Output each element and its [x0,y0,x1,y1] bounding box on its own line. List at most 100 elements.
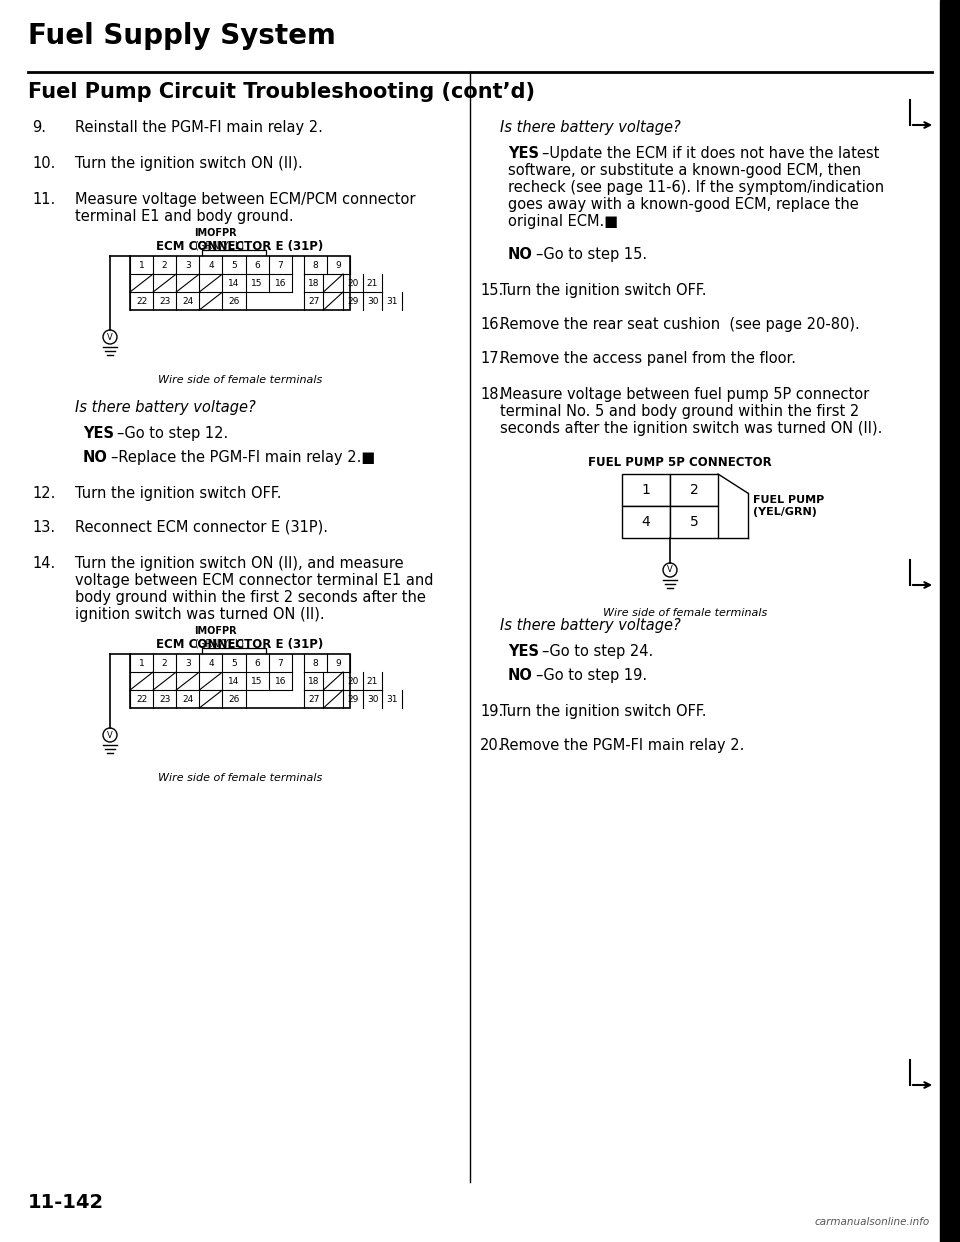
Text: 19.: 19. [480,704,503,719]
Text: 6: 6 [254,261,260,270]
Bar [670,505,718,538]
Text: 14: 14 [228,677,240,686]
Text: Wire side of female terminals: Wire side of female terminals [157,773,323,782]
Text: 6: 6 [254,658,260,667]
Text: original ECM.■: original ECM.■ [508,214,618,229]
Text: Fuel Pump Circuit Troubleshooting (cont’d): Fuel Pump Circuit Troubleshooting (cont’… [28,82,535,102]
Text: 23: 23 [159,297,170,306]
Text: 26: 26 [228,297,240,306]
Text: 10.: 10. [32,156,56,171]
Text: 22: 22 [136,297,147,306]
Text: 7: 7 [277,261,283,270]
Text: 1: 1 [138,658,144,667]
Text: Wire side of female terminals: Wire side of female terminals [157,375,323,385]
Text: Measure voltage between fuel pump 5P connector: Measure voltage between fuel pump 5P con… [500,388,869,402]
Text: 2: 2 [689,483,698,497]
Text: (GRN/YEL): (GRN/YEL) [194,638,245,648]
Text: 22: 22 [136,694,147,703]
Text: 30: 30 [367,694,378,703]
Text: YES: YES [83,426,114,441]
Text: 21: 21 [367,278,378,287]
Text: 14: 14 [228,278,240,287]
Text: ECM CONNECTOR E (31P): ECM CONNECTOR E (31P) [156,240,324,253]
Text: –Go to step 12.: –Go to step 12. [117,426,228,441]
Text: Turn the ignition switch OFF.: Turn the ignition switch OFF. [500,283,707,298]
Text: software, or substitute a known-good ECM, then: software, or substitute a known-good ECM… [508,163,861,178]
Text: 1: 1 [641,483,651,497]
Text: 27: 27 [308,694,320,703]
Text: Wire side of female terminals: Wire side of female terminals [603,609,767,619]
Text: 16: 16 [275,677,286,686]
Text: –Update the ECM if it does not have the latest: –Update the ECM if it does not have the … [542,147,879,161]
Text: Is there battery voltage?: Is there battery voltage? [500,619,681,633]
Bar [130,256,350,310]
Text: IMOFPR: IMOFPR [194,229,237,238]
Text: 5: 5 [689,515,698,529]
Text: 9: 9 [336,658,342,667]
Text: 5: 5 [231,658,237,667]
Text: ignition switch was turned ON (II).: ignition switch was turned ON (II). [75,607,324,622]
Bar [940,0,960,1242]
Text: seconds after the ignition switch was turned ON (II).: seconds after the ignition switch was tu… [500,421,882,436]
Text: goes away with a known-good ECM, replace the: goes away with a known-good ECM, replace… [508,197,859,212]
Text: 15: 15 [252,278,263,287]
Text: recheck (see page 11-6). If the symptom/indication: recheck (see page 11-6). If the symptom/… [508,180,884,195]
Text: V: V [108,730,113,739]
Bar [622,505,670,538]
Text: 18.: 18. [480,388,503,402]
Text: 8: 8 [312,658,318,667]
Text: 15: 15 [252,677,263,686]
Text: Remove the PGM-FI main relay 2.: Remove the PGM-FI main relay 2. [500,738,744,753]
Text: 4: 4 [641,515,650,529]
Text: Reconnect ECM connector E (31P).: Reconnect ECM connector E (31P). [75,520,328,535]
Text: Measure voltage between ECM/PCM connector: Measure voltage between ECM/PCM connecto… [75,193,416,207]
Text: 11.: 11. [32,193,56,207]
Text: body ground within the first 2 seconds after the: body ground within the first 2 seconds a… [75,590,426,605]
Text: 3: 3 [185,261,191,270]
Text: terminal No. 5 and body ground within the first 2: terminal No. 5 and body ground within th… [500,404,859,419]
Text: 31: 31 [387,694,398,703]
Text: NO: NO [508,668,533,683]
Text: ECM CONNECTOR E (31P): ECM CONNECTOR E (31P) [156,638,324,651]
Bar [622,474,670,505]
Text: 24: 24 [182,694,193,703]
Text: 29: 29 [348,297,359,306]
Text: 18: 18 [308,677,320,686]
Text: V: V [667,565,673,575]
Text: 29: 29 [348,694,359,703]
Text: Turn the ignition switch OFF.: Turn the ignition switch OFF. [500,704,707,719]
Text: Turn the ignition switch ON (II), and measure: Turn the ignition switch ON (II), and me… [75,556,403,571]
Text: Turn the ignition switch OFF.: Turn the ignition switch OFF. [75,486,281,501]
Text: 12.: 12. [32,486,56,501]
Text: terminal E1 and body ground.: terminal E1 and body ground. [75,209,294,224]
Text: YES: YES [508,147,539,161]
Text: 7: 7 [277,658,283,667]
Text: 16.: 16. [480,317,503,332]
Text: 24: 24 [182,297,193,306]
Text: 3: 3 [185,658,191,667]
Text: –Go to step 15.: –Go to step 15. [536,247,647,262]
Text: 26: 26 [228,694,240,703]
Text: 16: 16 [275,278,286,287]
Text: V: V [108,333,113,342]
Text: YES: YES [508,645,539,660]
Text: Remove the rear seat cushion  (see page 20-80).: Remove the rear seat cushion (see page 2… [500,317,860,332]
Text: 5: 5 [231,261,237,270]
Text: NO: NO [508,247,533,262]
Text: 21: 21 [367,677,378,686]
Text: (GRN/YEL): (GRN/YEL) [194,240,245,250]
Text: 4: 4 [208,261,214,270]
Text: NO: NO [83,450,108,465]
Text: voltage between ECM connector terminal E1 and: voltage between ECM connector terminal E… [75,573,434,587]
Text: 18: 18 [308,278,320,287]
Text: 23: 23 [159,694,170,703]
Text: 14.: 14. [32,556,56,571]
Text: 15.: 15. [480,283,503,298]
Text: Remove the access panel from the floor.: Remove the access panel from the floor. [500,351,796,366]
Text: 11-142: 11-142 [28,1194,104,1212]
Text: –Replace the PGM-FI main relay 2.■: –Replace the PGM-FI main relay 2.■ [111,450,375,465]
Text: 27: 27 [308,297,320,306]
Text: Turn the ignition switch ON (II).: Turn the ignition switch ON (II). [75,156,302,171]
Text: 2: 2 [162,658,167,667]
Text: 1: 1 [138,261,144,270]
